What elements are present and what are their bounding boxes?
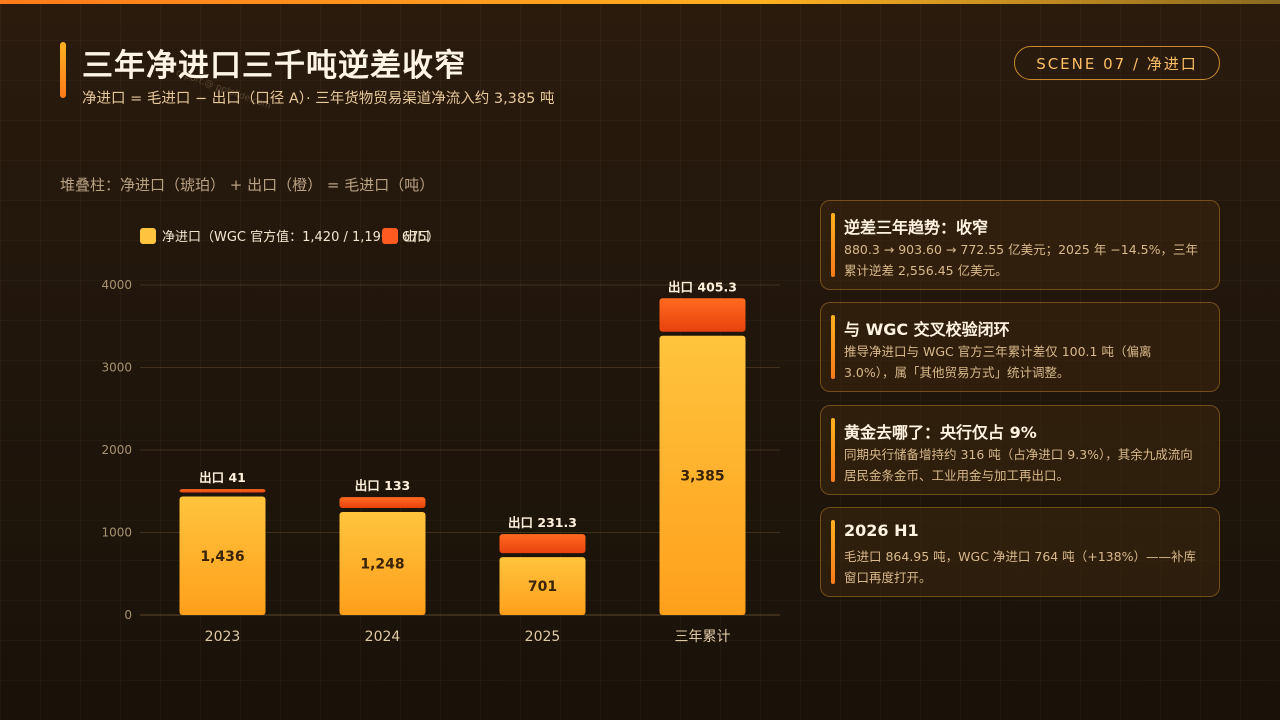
insight-card-central-bank: 黄金去哪了：央行仅占 9% 同期央行储备增持约 316 吨（占净进口 9.3%）… [820,405,1220,495]
insight-card-2026-h1: 2026 H1 毛进口 864.95 吨，WGC 净进口 764 吨（+138%… [820,507,1220,597]
bar-export [499,534,586,554]
card-title: 与 WGC 交叉校验闭环 [844,320,1010,339]
insight-card-wgc-check: 与 WGC 交叉校验闭环 推导净进口与 WGC 官方三年累计差仅 100.1 吨… [820,302,1220,392]
y-tick-label: 0 [124,608,132,622]
bar-export-label: 出口 133 [355,478,410,493]
bar-export-label: 出口 41 [199,470,246,485]
bar-net-import [659,335,746,615]
scene-badge: SCENE 07 / 净进口 [1014,46,1220,80]
legend-item-export: 出口 [382,226,430,245]
x-category-label: 2024 [365,629,401,645]
bar-export [179,489,266,493]
card-title: 黄金去哪了：央行仅占 9% [844,423,1037,442]
bar-value-label: 1,248 [360,557,404,573]
legend-item-net-import: 净进口（WGC 官方值：1,420 / 1,190 / 675） [140,226,440,245]
card-accent-bar [831,418,835,482]
bar-value-label: 1,436 [200,549,244,565]
x-category-label: 2023 [205,629,241,645]
card-body: 880.3 → 903.60 → 772.55 亿美元；2025 年 −14.5… [844,242,1199,278]
bar-net-import [179,496,266,615]
card-accent-bar [831,520,835,584]
y-tick-label: 1000 [101,526,132,540]
legend-swatch-export [382,227,398,244]
bar-export-label: 出口 231.3 [508,515,577,530]
top-accent-bar [0,0,1280,4]
y-tick-label: 3000 [101,361,132,375]
bar-net-import [339,512,426,615]
page-subtitle: 净进口 = 毛进口 − 出口（口径 A）· 三年货物贸易渠道净流入约 3,385… [82,91,555,107]
card-accent-bar [831,315,835,379]
stacked-bar-chart: 0 1000 2000 3000 4000 1,436 出口 41 2023 1,248 出口 … [101,278,780,645]
title-accent-bar [60,42,66,98]
x-category-label: 三年累计 [675,629,731,645]
bar-value-label: 3,385 [680,468,724,484]
bar-export-label: 出口 405.3 [668,279,737,294]
chart-caption: 堆叠柱：净进口（琥珀） + 出口（橙） = 毛进口（吨） [60,176,435,194]
bar-export [659,298,746,332]
card-title: 逆差三年趋势：收窄 [844,218,989,237]
legend-swatch-net-import [140,227,156,244]
card-accent-bar [831,213,835,277]
card-body: 毛进口 864.95 吨，WGC 净进口 764 吨（+138%）——补库窗口再… [844,549,1196,585]
bar-net-import [499,557,586,615]
x-category-label: 2025 [525,629,561,645]
insight-card-trend: 逆差三年趋势：收窄 880.3 → 903.60 → 772.55 亿美元；20… [820,200,1220,290]
y-tick-label: 2000 [101,443,132,457]
card-body: 推导净进口与 WGC 官方三年累计差仅 100.1 吨（偏离 3.0%），属「其… [844,344,1152,380]
y-tick-label: 4000 [101,278,132,292]
card-title: 2026 H1 [844,521,919,540]
legend-label-net-import: 净进口（WGC 官方值：1,420 / 1,190 / 675） [162,230,440,245]
page-title: 三年净进口三千吨逆差收窄 [82,48,466,84]
card-body: 同期央行储备增持约 316 吨（占净进口 9.3%），其余九成流向居民金条金币、… [844,447,1193,483]
bar-export [339,497,426,509]
legend-label-export: 出口 [404,230,431,245]
bar-value-label: 701 [528,579,557,595]
